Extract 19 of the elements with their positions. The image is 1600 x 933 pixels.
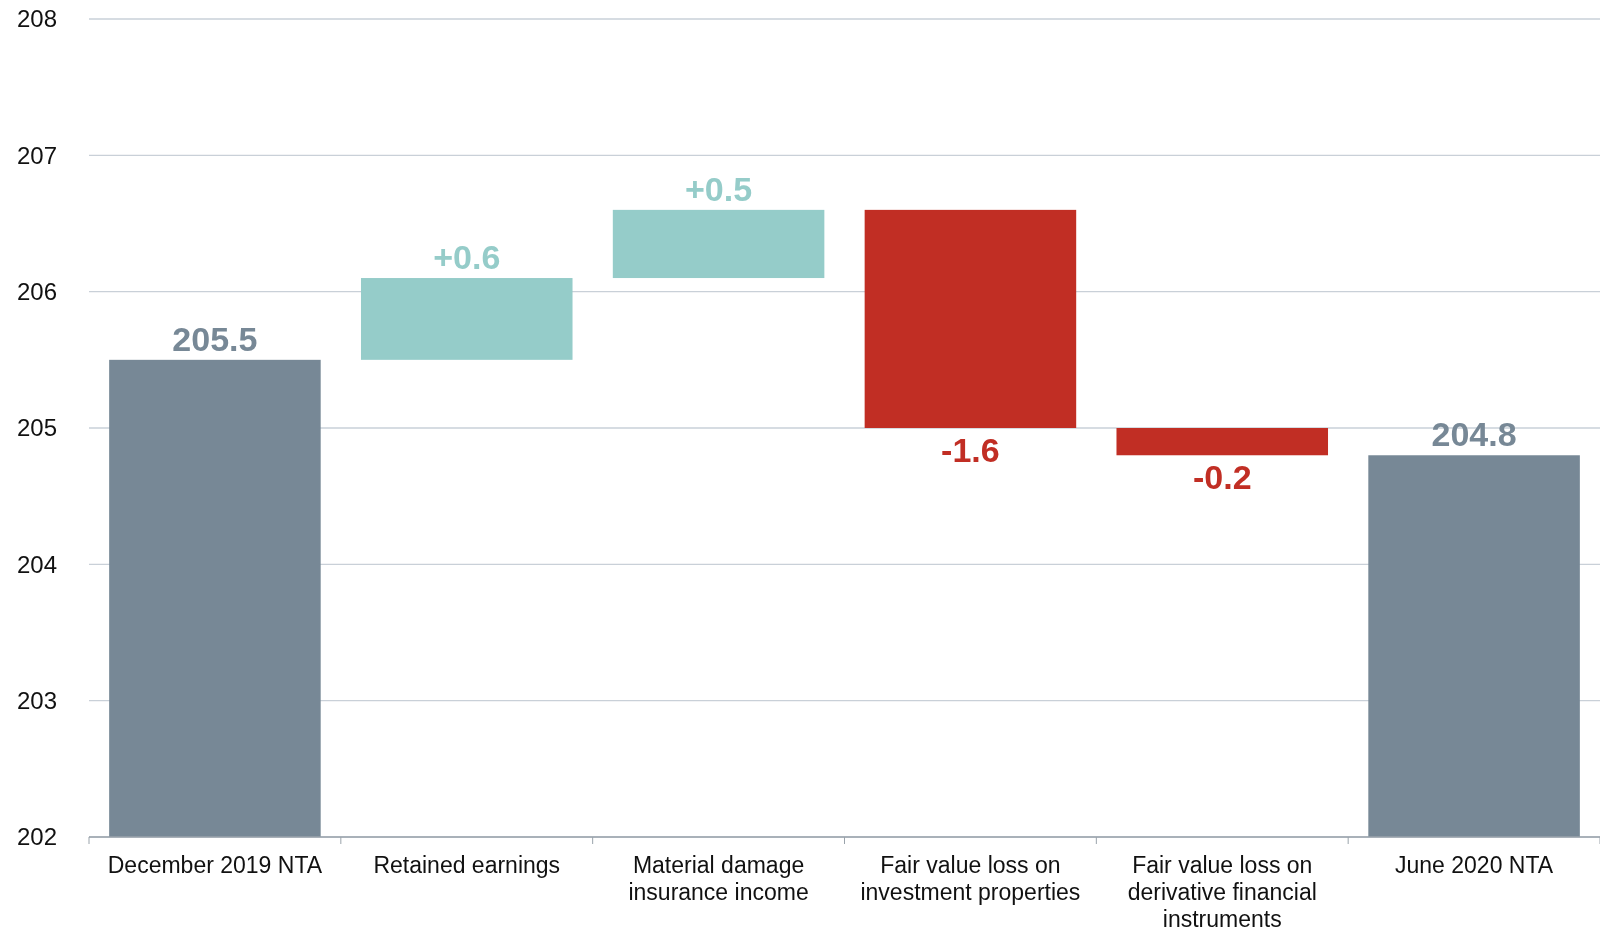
x-tick-label: Retained earnings: [373, 852, 561, 878]
y-tick-label: 202: [16, 823, 58, 851]
x-tick-label: Fair value loss on derivative financial instruments: [1127, 852, 1317, 932]
data-label: 204.8: [1431, 415, 1517, 454]
x-tick-label: Fair value loss on investment properties: [860, 852, 1081, 905]
data-label: -0.2: [1192, 458, 1252, 497]
y-tick-label: 204: [16, 550, 58, 578]
y-tick-label: 208: [16, 5, 58, 33]
data-label: +0.5: [685, 169, 753, 208]
x-tick-label: Material damage insurance income: [628, 852, 809, 905]
data-label: 205.5: [172, 319, 258, 358]
y-tick-label: 206: [16, 277, 58, 305]
y-tick-label: 207: [16, 141, 58, 169]
data-label: -1.6: [941, 431, 1000, 469]
y-tick-label: 203: [16, 686, 58, 714]
x-tick-label: December 2019 NTA: [107, 852, 323, 878]
y-tick-label: 205: [16, 414, 58, 442]
x-tick-label: June 2020 NTA: [1395, 852, 1554, 878]
data-label: +0.6: [433, 238, 501, 277]
